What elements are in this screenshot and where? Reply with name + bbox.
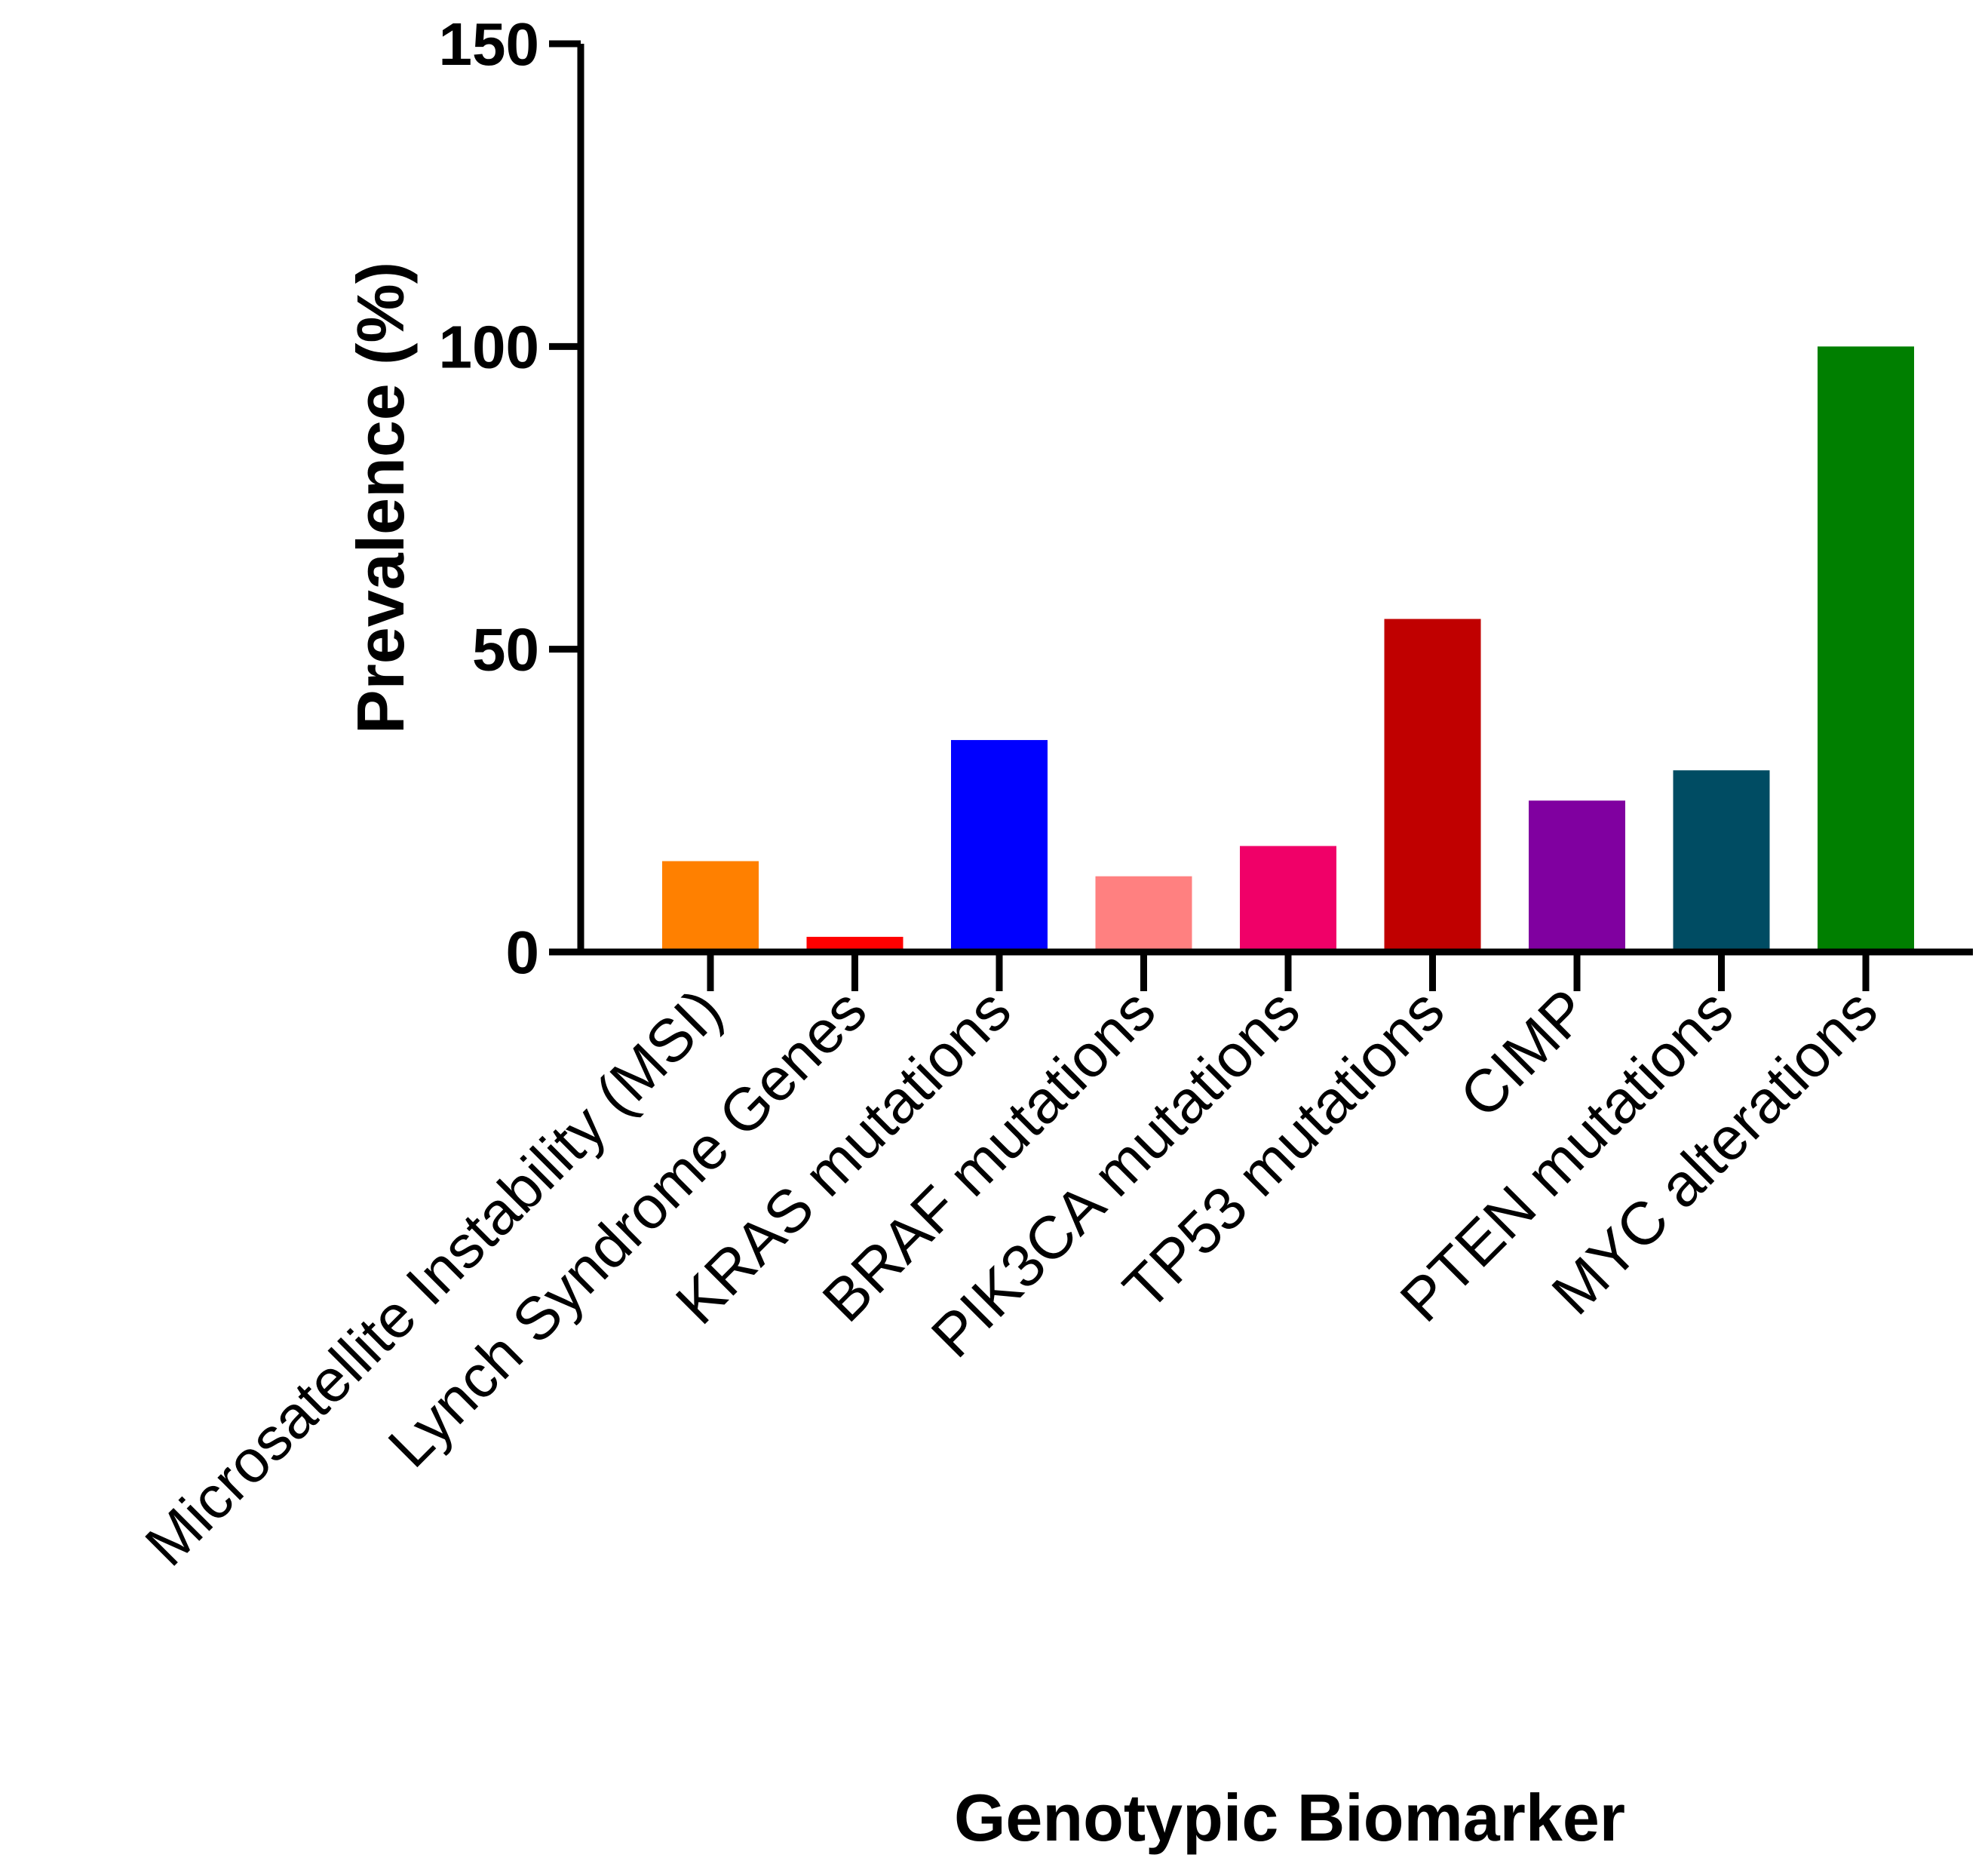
bar — [662, 861, 759, 949]
x-tick-label: Microsatellite Instability (MSI) — [133, 976, 735, 1578]
bar — [1240, 846, 1336, 949]
y-tick-label: 150 — [439, 11, 539, 78]
x-axis-title: Genotypic Biomarker — [954, 1780, 1625, 1855]
x-ticks-group — [707, 952, 1870, 991]
category-labels-group: Microsatellite Instability (MSI)Lynch Sy… — [133, 976, 1890, 1578]
y-tick-label: 0 — [506, 919, 540, 986]
bar — [1529, 800, 1625, 949]
bar — [806, 936, 903, 949]
y-ticks-group: 0 50 100 150 — [439, 11, 581, 986]
bar — [1095, 876, 1192, 949]
bar — [1818, 346, 1914, 949]
y-tick-label: 100 — [439, 313, 539, 380]
bar — [951, 740, 1048, 949]
y-axis-title: Prevalence (%) — [343, 262, 418, 734]
bar — [1673, 770, 1770, 949]
bars-group — [662, 346, 1914, 949]
bar — [1384, 619, 1481, 949]
y-tick-label: 50 — [472, 616, 539, 683]
